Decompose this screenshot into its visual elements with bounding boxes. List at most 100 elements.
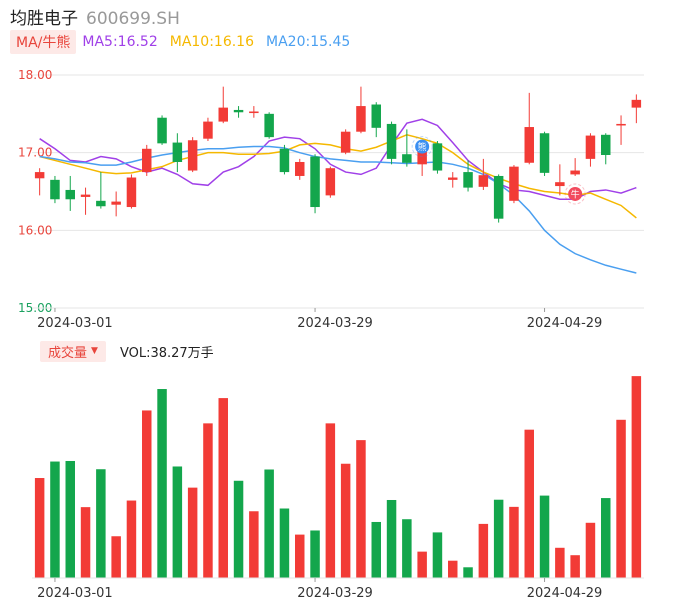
candle	[386, 121, 397, 165]
volume-bar	[417, 551, 427, 578]
volume-bar	[96, 469, 106, 578]
volume-bar	[80, 507, 91, 578]
candle-body	[172, 142, 183, 162]
volume-bar	[142, 410, 152, 578]
ma-legend: MA/牛熊 MA5:16.52 MA10:16.16 MA20:15.45	[10, 30, 362, 54]
volume-bar	[187, 487, 198, 578]
ma-toggle-button[interactable]: MA/牛熊	[10, 30, 77, 54]
volume-bar	[325, 423, 336, 578]
candle-body	[325, 168, 336, 196]
candle	[478, 158, 489, 190]
candle-body	[371, 104, 381, 128]
ma10-label: MA10:16.16	[169, 34, 255, 50]
candle	[126, 174, 137, 209]
candle	[325, 166, 336, 198]
marker-badge	[415, 139, 430, 154]
x-tick-label: 2024-04-29	[527, 316, 603, 331]
candle-body	[493, 175, 504, 219]
candle-body	[432, 143, 443, 171]
volume-bar	[585, 522, 596, 578]
candle	[371, 102, 381, 138]
volume-bar	[111, 536, 121, 578]
volume-bar	[65, 460, 75, 578]
volume-bar	[524, 429, 534, 578]
candle-body	[478, 175, 489, 187]
candle-body	[96, 200, 106, 207]
bear-signal-marker: 熊	[411, 136, 433, 158]
candle	[249, 106, 259, 118]
candle-body	[356, 106, 366, 132]
volume-bar	[402, 519, 412, 578]
candle	[463, 160, 473, 192]
volume-bar	[249, 511, 259, 578]
candle	[233, 106, 244, 118]
candle-body	[34, 172, 45, 179]
x-tick-label: 2024-03-29	[297, 316, 373, 331]
candle	[570, 158, 580, 176]
candle-body	[80, 194, 91, 197]
caret-down-icon: ▼	[91, 346, 98, 356]
y-tick-label: 17.00	[18, 146, 52, 160]
volume-bar	[34, 478, 45, 578]
volume-bar	[478, 523, 489, 578]
candle-body	[233, 109, 244, 113]
candle-body	[111, 201, 121, 205]
volume-toggle-button[interactable]: 成交量 ▼	[40, 340, 106, 362]
candle	[34, 168, 45, 196]
candle-body	[616, 123, 626, 126]
candle	[172, 133, 183, 173]
volume-bar	[616, 419, 626, 578]
candle	[96, 172, 106, 209]
volume-bar	[172, 466, 183, 578]
candle-body	[402, 154, 412, 163]
volume-bar	[310, 530, 320, 578]
candle-body	[631, 99, 642, 108]
volume-bars	[34, 376, 642, 578]
ma5-line	[39, 118, 637, 201]
volume-bar	[264, 469, 274, 578]
bull-signal-marker: 牛	[564, 183, 586, 205]
candle	[264, 112, 274, 139]
volume-bar	[218, 398, 228, 578]
volume-bar	[448, 560, 458, 578]
volume-bar	[570, 555, 580, 578]
volume-bar	[631, 376, 642, 578]
volume-value: VOL:38.27万手	[119, 345, 214, 361]
volume-bar	[509, 506, 519, 578]
volume-bar	[601, 498, 611, 578]
candle-body	[463, 172, 473, 188]
candle-body	[126, 177, 137, 208]
y-tick-label: 18.00	[18, 68, 52, 82]
marker-badge	[568, 186, 583, 201]
candle	[539, 131, 550, 176]
volume-bar	[555, 547, 565, 578]
candle	[432, 141, 443, 174]
volume-bar	[371, 521, 381, 578]
candle	[50, 175, 60, 204]
candle	[601, 133, 611, 165]
volume-bar	[126, 500, 137, 578]
grid-lines	[32, 74, 644, 309]
candle	[616, 115, 626, 145]
candle-body	[539, 133, 550, 173]
candle	[631, 94, 642, 124]
candle	[218, 86, 228, 124]
candle-body	[585, 135, 596, 159]
candle	[187, 137, 198, 173]
signal-markers: 熊牛	[411, 136, 586, 205]
x-tick-label: 2024-03-01	[37, 586, 113, 601]
candle-body	[295, 161, 305, 176]
ma20-line	[39, 145, 637, 274]
candle	[157, 115, 167, 145]
candle-body	[524, 127, 534, 163]
candle-body	[448, 177, 458, 180]
volume-bar	[233, 480, 244, 578]
volume-bar	[386, 499, 397, 578]
candle	[142, 144, 152, 176]
x-tick-label: 2024-03-01	[37, 316, 113, 331]
candles	[34, 86, 642, 223]
volume-bar	[50, 461, 60, 578]
volume-bar	[295, 534, 305, 578]
candle	[509, 165, 519, 204]
